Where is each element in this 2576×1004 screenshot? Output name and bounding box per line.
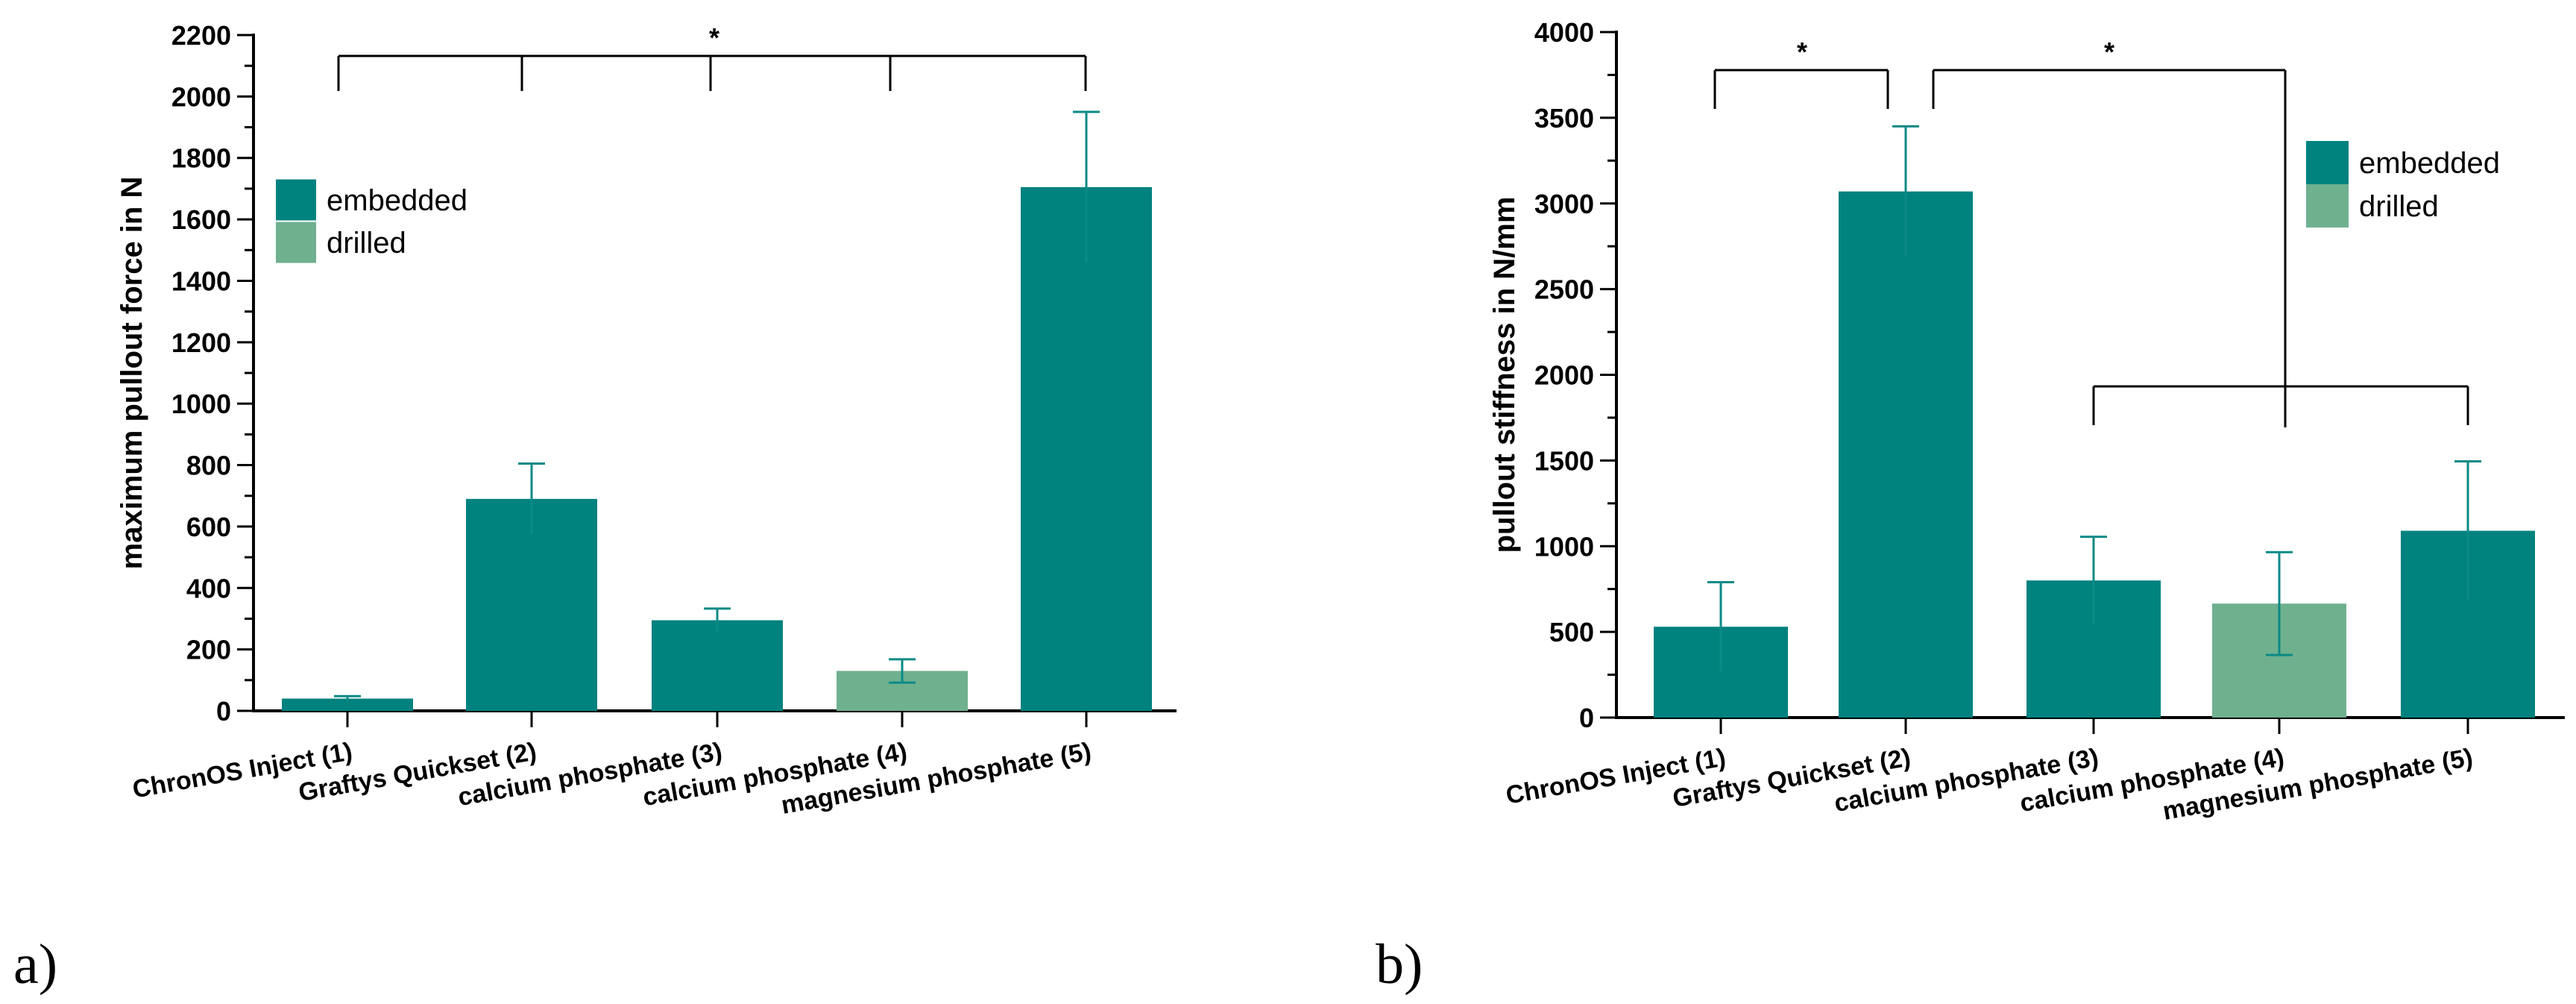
legend-label-embedded: embedded (327, 184, 467, 217)
y-tick-label: 0 (1579, 703, 1594, 733)
y-tick-label: 3500 (1534, 103, 1594, 134)
y-tick-label: 1400 (171, 266, 231, 296)
significance-star: * (2104, 37, 2114, 67)
legend-swatch-embedded (2306, 141, 2349, 184)
bar-3 (652, 620, 783, 711)
y-axis-label: pullout stiffness in N/mm (1488, 197, 1521, 553)
legend-swatch-embedded (276, 179, 316, 221)
y-tick-label: 2000 (171, 81, 231, 112)
panel-label: b) (1376, 933, 1423, 996)
y-tick-label: 3000 (1534, 189, 1594, 219)
chart-a: 0 200 400 600 800 1000 1200 1400 1600 1800 2000 220… (13, 20, 1177, 996)
y-tick-label: 1600 (171, 204, 231, 235)
panel-label: a) (13, 933, 57, 996)
y-tick-label: 200 (186, 635, 231, 665)
y-tick-label: 2500 (1534, 274, 1594, 305)
bar-2 (1839, 191, 1973, 718)
y-tick-label: 1200 (171, 327, 231, 358)
y-tick-label: 2000 (1534, 360, 1594, 391)
bar-1 (282, 698, 413, 711)
y-tick-label: 1500 (1534, 445, 1594, 476)
legend-swatch-drilled (2306, 184, 2349, 228)
y-axis-label: maximum pullout force in N (116, 177, 148, 570)
chart-b: 0 500 1000 1500 2000 2500 3000 3500 4000 pullout … (1376, 17, 2565, 996)
y-tick-label: 600 (186, 512, 231, 542)
y-tick-label: 400 (186, 573, 231, 603)
y-tick-label: 1000 (1534, 531, 1594, 562)
legend-label-drilled: drilled (327, 227, 406, 260)
y-tick-label: 2200 (171, 20, 231, 51)
bar-5 (1021, 186, 1152, 712)
significance-star: * (1797, 37, 1807, 67)
y-tick-label: 0 (216, 696, 231, 727)
y-tick-label: 500 (1549, 617, 1594, 647)
legend-swatch-drilled (276, 222, 316, 263)
y-tick-label: 1000 (171, 389, 231, 419)
y-tick-label: 800 (186, 451, 231, 481)
legend-label-embedded: embedded (2359, 147, 2500, 180)
y-tick-label: 4000 (1534, 17, 1594, 48)
significance-star: * (709, 22, 719, 53)
y-tick-label: 1800 (171, 143, 231, 174)
legend-label-drilled: drilled (2359, 190, 2439, 223)
